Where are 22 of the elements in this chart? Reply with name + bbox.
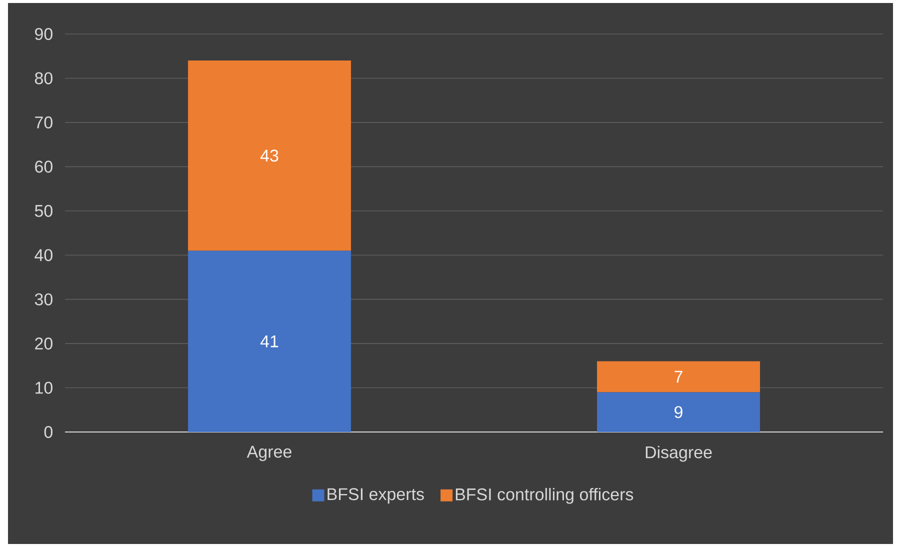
- y-tick-label: 30: [34, 293, 52, 306]
- y-tick-label: 0: [44, 426, 52, 438]
- data-label: 7: [674, 370, 682, 383]
- y-tick-label: 90: [35, 28, 52, 40]
- bar: [597, 361, 760, 392]
- bar: [188, 250, 351, 432]
- legend-label: BFSI experts: [328, 488, 424, 504]
- data-label: 41: [260, 335, 278, 348]
- y-tick-label: 70: [35, 116, 52, 128]
- y-tick-label: 20: [35, 338, 52, 350]
- y-tick-label: 10: [36, 382, 52, 394]
- y-tick-label: 40: [34, 249, 52, 262]
- bar: [597, 392, 760, 432]
- x-tick-label: Disagree: [646, 446, 712, 462]
- data-label: 43: [260, 150, 278, 162]
- y-tick-label: 50: [34, 204, 52, 217]
- x-tick-label: Agree: [246, 446, 292, 462]
- y-tick-label: 80: [34, 72, 52, 84]
- data-label: 9: [674, 406, 682, 418]
- bar: [188, 60, 351, 251]
- legend-label: BFSI controlling officers: [456, 488, 634, 504]
- y-tick-label: 60: [35, 160, 52, 173]
